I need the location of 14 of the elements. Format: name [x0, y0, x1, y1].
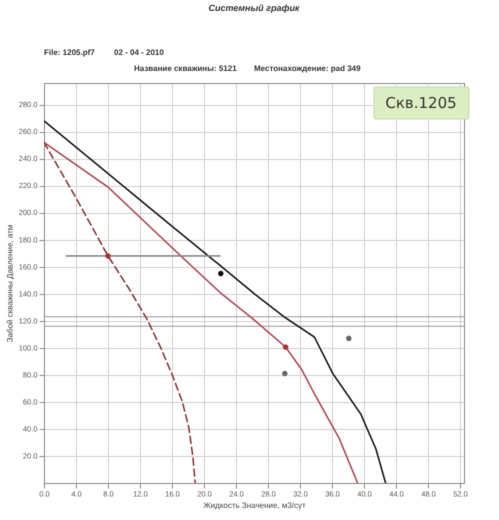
text: File: 1205.pf7	[44, 48, 96, 57]
text: Название скважины: 5121	[134, 64, 238, 73]
line-series	[44, 142, 196, 483]
text: 02 - 04 - 2010	[114, 48, 164, 57]
annotation: Скв.1205	[385, 94, 457, 112]
point	[282, 344, 288, 350]
point	[346, 336, 352, 342]
point	[218, 270, 224, 276]
x-axis-title: Жидкость Значение, м3/сут	[203, 501, 306, 510]
point	[105, 253, 111, 259]
y-axis-title: Забой скважины Давление, атм	[6, 224, 15, 342]
chart-title: Системный график	[208, 3, 300, 13]
point	[282, 370, 288, 376]
text: Местонахождение: pad 349	[254, 64, 362, 73]
